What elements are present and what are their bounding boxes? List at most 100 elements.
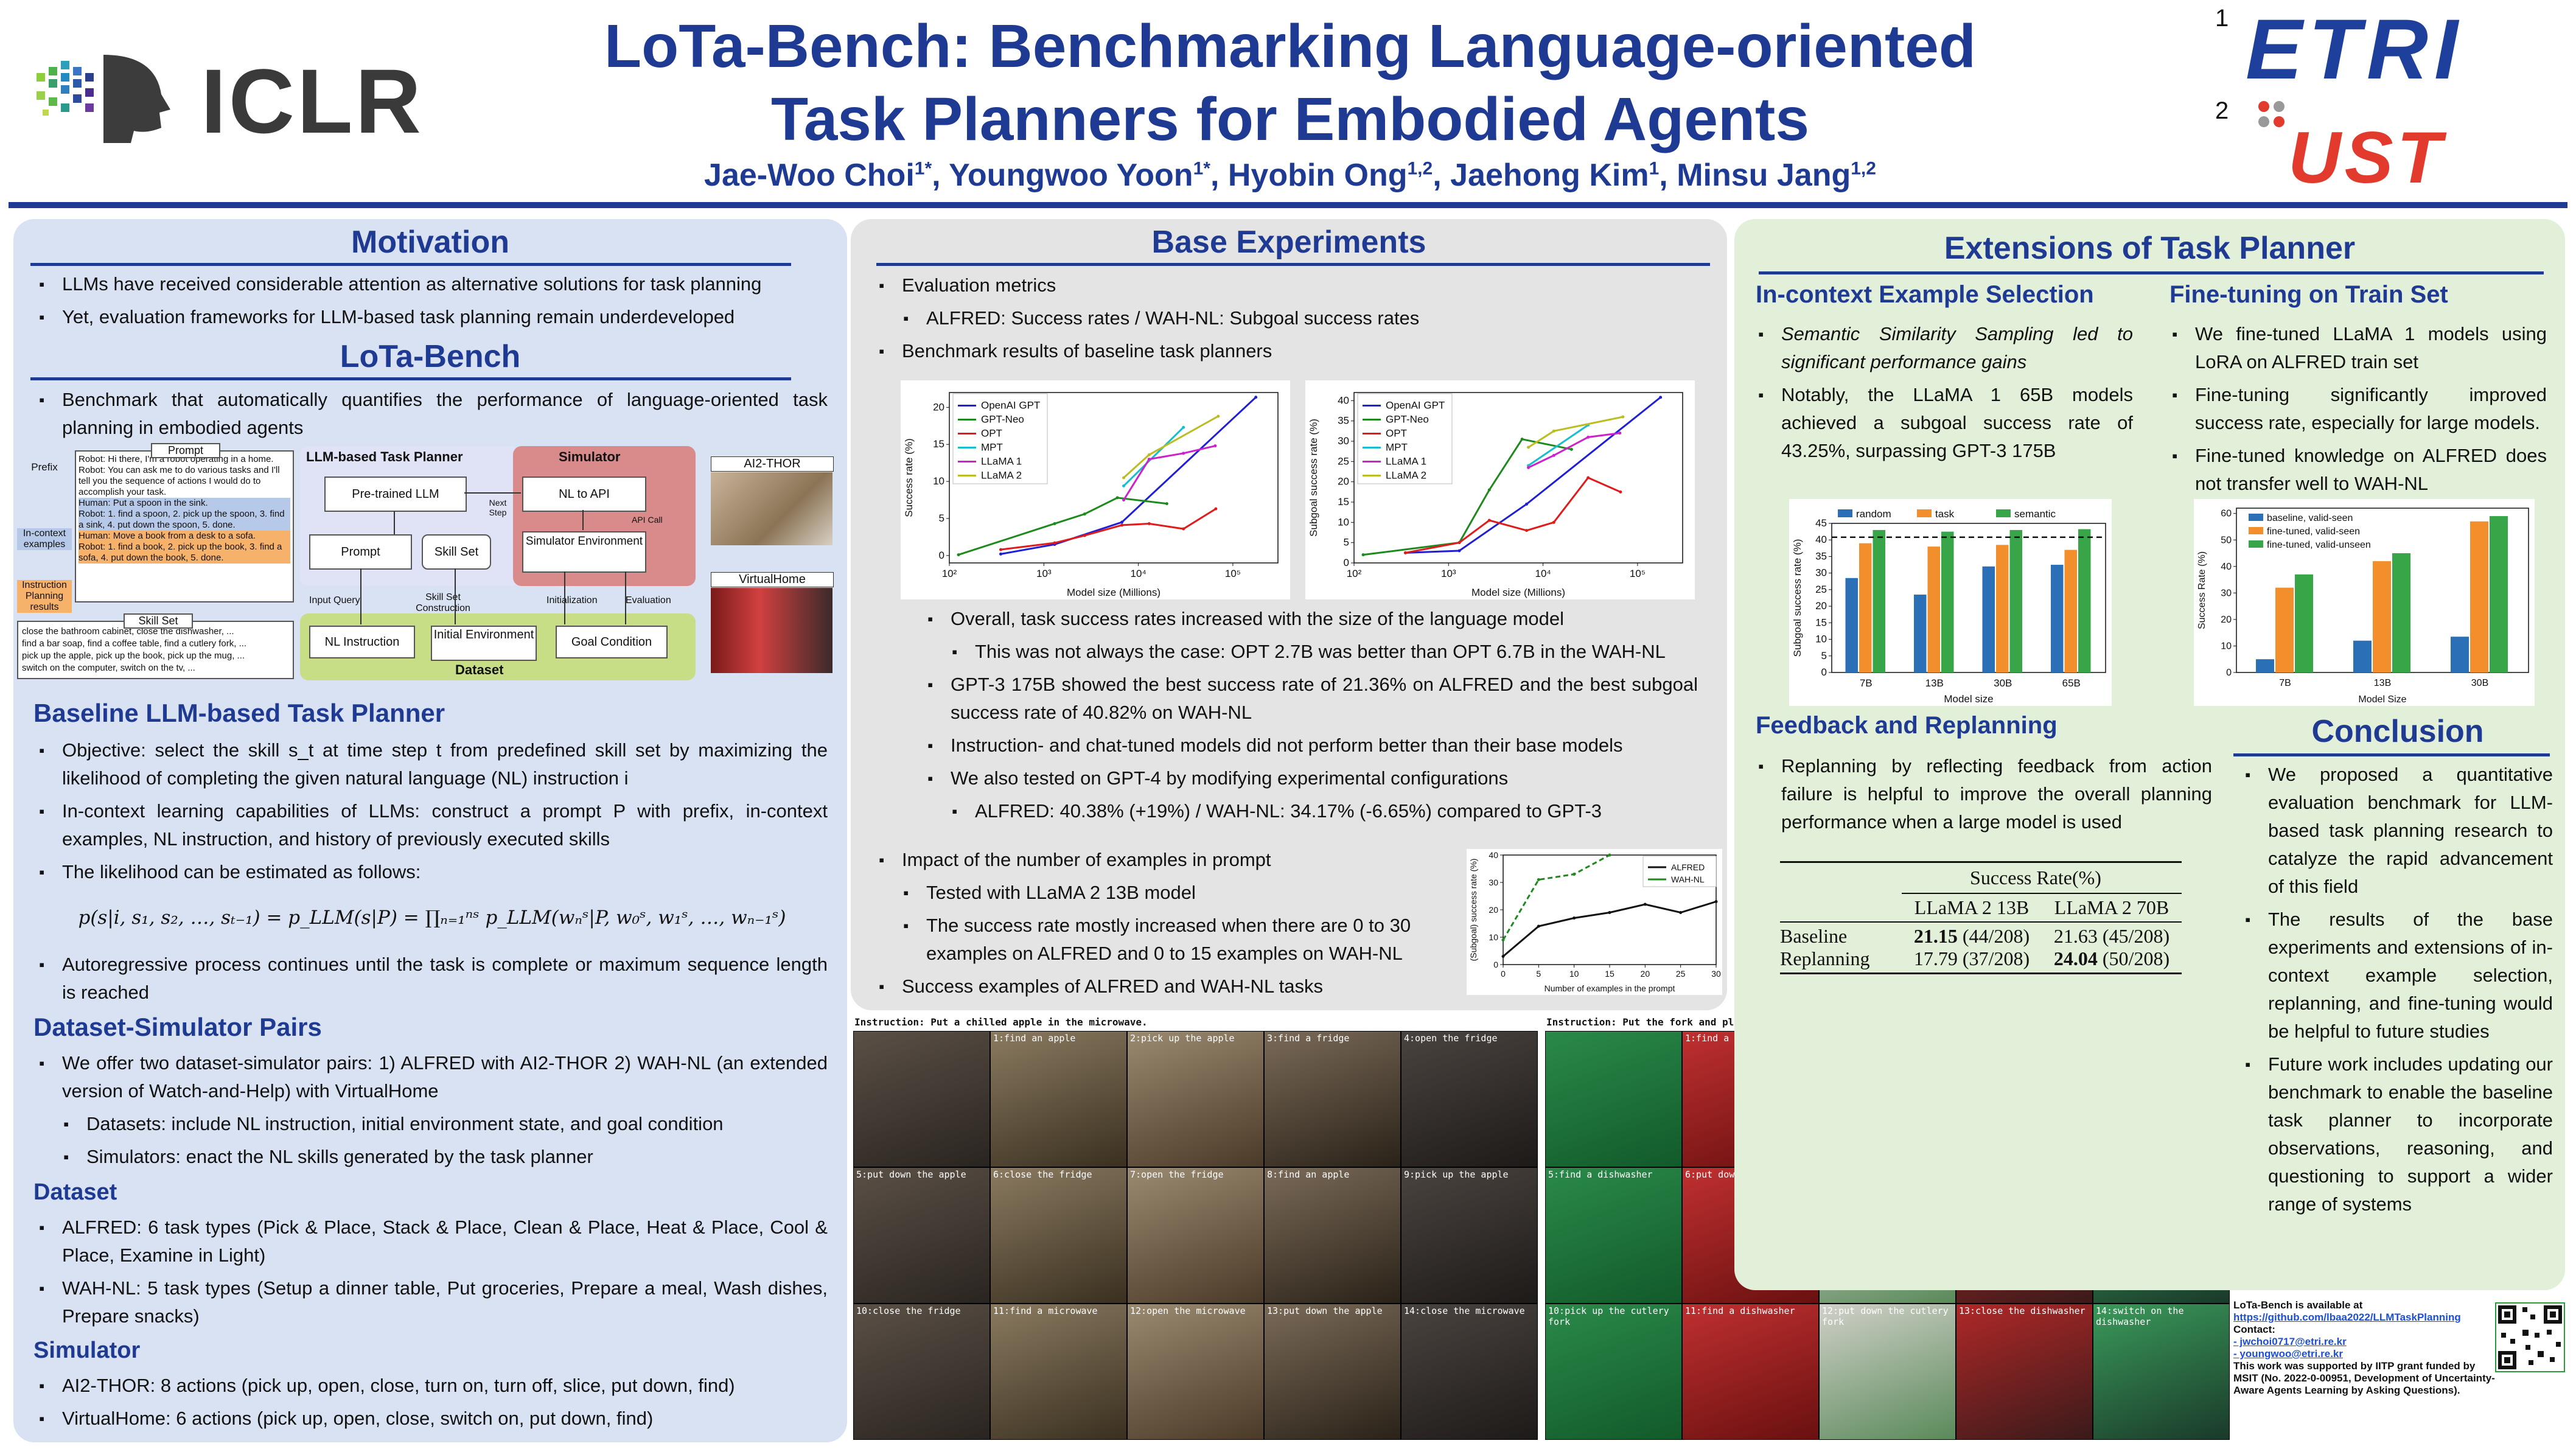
- author-3: Hyobin Ong: [1227, 158, 1408, 193]
- table-col-2: LLaMA 2 70B: [2054, 896, 2169, 918]
- legend-label: LLaMA 1: [1386, 456, 1426, 467]
- y-tick-label: 40: [1489, 850, 1498, 860]
- series-line: [1527, 424, 1589, 467]
- prompt-line-1: Robot: Hi there, I'm a robot operating i…: [79, 454, 274, 464]
- x-tick-label: 10: [1569, 969, 1579, 979]
- data-point: [1527, 466, 1531, 469]
- table-rule-bottom: [1780, 972, 2182, 974]
- bar: [2064, 550, 2077, 672]
- author-3-aff: 1,2: [1407, 158, 1433, 179]
- x-axis-label: Model size (Millions): [1471, 587, 1565, 598]
- data-point: [1120, 523, 1124, 527]
- chart-num-examples: 0 10 20 30 40 0 5 10 15 20 25 30 Number of examples …: [1467, 849, 1722, 995]
- prompt-line-4: Robot: 1. find a spoon, 2. pick up the s…: [79, 509, 290, 531]
- data-point: [1569, 447, 1573, 451]
- y-axis-label: Success Rate (%): [2197, 551, 2207, 629]
- bar: [1982, 566, 1995, 672]
- ft-bullet-1: We fine-tuned LLaMA 1 models using LoRA …: [2169, 320, 2547, 376]
- motivation-bullet-1: LLMs have received considerable attentio…: [37, 270, 828, 298]
- legend-label: LLaMA 2: [981, 470, 1022, 481]
- y-tick-label: 15: [933, 438, 944, 450]
- legend-label: LLaMA 2: [1386, 470, 1426, 481]
- legend-label: MPT: [981, 442, 1003, 453]
- data-point: [1053, 541, 1056, 545]
- iclr-head-icon: [37, 55, 170, 143]
- x-tick-label: 30B: [2471, 678, 2488, 688]
- y-tick-label: 40: [1338, 394, 1349, 406]
- x-axis-label: Model Size: [2358, 694, 2406, 705]
- series-line: [1123, 427, 1184, 487]
- github-link[interactable]: https://github.com/lbaa2022/LLMTaskPlann…: [2233, 1311, 2461, 1323]
- conf-name: ICLR: [201, 50, 424, 152]
- step-label: 3:find a fridge: [1267, 1033, 1350, 1044]
- header-divider: [9, 202, 2567, 208]
- data-point: [1053, 522, 1056, 525]
- step-label: 11:find a dishwasher: [1685, 1305, 1795, 1316]
- footer-info: LoTa-Bench is available at https://githu…: [2233, 1299, 2495, 1397]
- data-point: [1520, 438, 1524, 441]
- legend-label: baseline, valid-seen: [2267, 513, 2353, 523]
- data-point: [1501, 955, 1505, 958]
- icl-title: In-context Example Selection: [1756, 281, 2094, 308]
- step-label: 7:open the fridge: [1130, 1169, 1224, 1180]
- data-point: [1608, 911, 1611, 914]
- lotabench-title: LoTa-Bench: [340, 339, 521, 374]
- step-label: 2:pick up the apple: [1130, 1033, 1235, 1044]
- iclr-logo: ICLR: [24, 43, 462, 152]
- aff2-number: 2: [2215, 97, 2229, 124]
- ft-list: We fine-tuned LLaMA 1 models using LoRA …: [2169, 320, 2547, 503]
- lotabench-list: Benchmark that automatically quantifies …: [37, 386, 828, 447]
- dataset-bullet-1: ALFRED: 6 task types (Pick & Place, Stac…: [37, 1213, 828, 1269]
- bar: [1996, 545, 2009, 672]
- y-tick-label: 45: [1815, 517, 1827, 529]
- step-tile: 13:put down the apple: [1264, 1304, 1401, 1440]
- step-tile: 1:find an apple: [990, 1031, 1127, 1167]
- data-point: [1501, 938, 1505, 941]
- plot-frame: [1353, 392, 1683, 564]
- ai2thor-title: AI2-THOR: [711, 456, 834, 472]
- x-tick-label: 10²: [942, 568, 957, 579]
- y-tick-label: 0: [1821, 666, 1827, 678]
- bar: [1859, 543, 1872, 672]
- x-tick-label: 30: [1711, 969, 1721, 979]
- base-bullet-7a: Tested with LLaMA 2 13B model: [901, 879, 1485, 907]
- base-bullet-1: Evaluation metrics: [876, 271, 1716, 299]
- init-label: Initialization: [546, 595, 598, 606]
- base-bullet-3a: This was not always the case: OPT 2.7B w…: [949, 638, 1698, 666]
- step-label: 12:open the microwave: [1130, 1305, 1246, 1316]
- data-point: [1586, 476, 1590, 480]
- y-tick-label: 20: [1815, 600, 1827, 612]
- data-point: [1487, 488, 1491, 492]
- y-tick-label: 15: [1815, 616, 1827, 628]
- step-tile: 7:open the fridge: [1127, 1167, 1264, 1304]
- legend-label: OpenAI GPT: [981, 400, 1040, 411]
- goal-box: Goal Condition: [556, 626, 668, 658]
- y-tick-label: 10: [1815, 634, 1827, 645]
- data-point: [1659, 396, 1663, 399]
- motivation-list: LLMs have received considerable attentio…: [37, 270, 828, 336]
- x-axis-label: Number of examples in the prompt: [1545, 983, 1675, 993]
- step-label: 11:find a microwave: [993, 1305, 1098, 1316]
- email-1[interactable]: - jwchoi0717@etri.re.kr: [2233, 1336, 2347, 1347]
- data-point: [1608, 853, 1611, 857]
- chart-icl-selection: 0 5 10 15 20 25 30 35 40 45 7B 13B 30B 65B Model size S…: [1789, 499, 2112, 706]
- data-point: [1147, 453, 1151, 456]
- y-tick-label: 0: [1344, 557, 1349, 568]
- bar: [2490, 516, 2508, 672]
- simulator-bullet-2: VirtualHome: 6 actions (pick up, open, c…: [37, 1405, 828, 1433]
- skill-line-2: find a bar soap, find a coffee table, fi…: [22, 638, 247, 649]
- fb-title: Feedback and Replanning: [1756, 712, 2058, 739]
- y-tick-label: 30: [1338, 435, 1349, 447]
- base-bullet-1a: ALFRED: Success rates / WAH-NL: Subgoal …: [901, 304, 1716, 332]
- author-2-aff: 1*: [1193, 158, 1210, 179]
- email-2[interactable]: - youngwoo@etri.re.kr: [2233, 1348, 2343, 1360]
- skillset-box: close the bathroom cabinet, close the di…: [17, 621, 294, 679]
- data-point: [1552, 429, 1555, 433]
- y-axis-label: Success rate (%): [903, 438, 915, 517]
- data-point: [1115, 496, 1119, 500]
- x-axis-label: Model size (Millions): [1067, 587, 1161, 598]
- qr-code-icon[interactable]: [2495, 1302, 2565, 1372]
- legend-label: MPT: [1386, 442, 1408, 453]
- data-point: [1552, 453, 1555, 457]
- series-line: [1405, 396, 1661, 554]
